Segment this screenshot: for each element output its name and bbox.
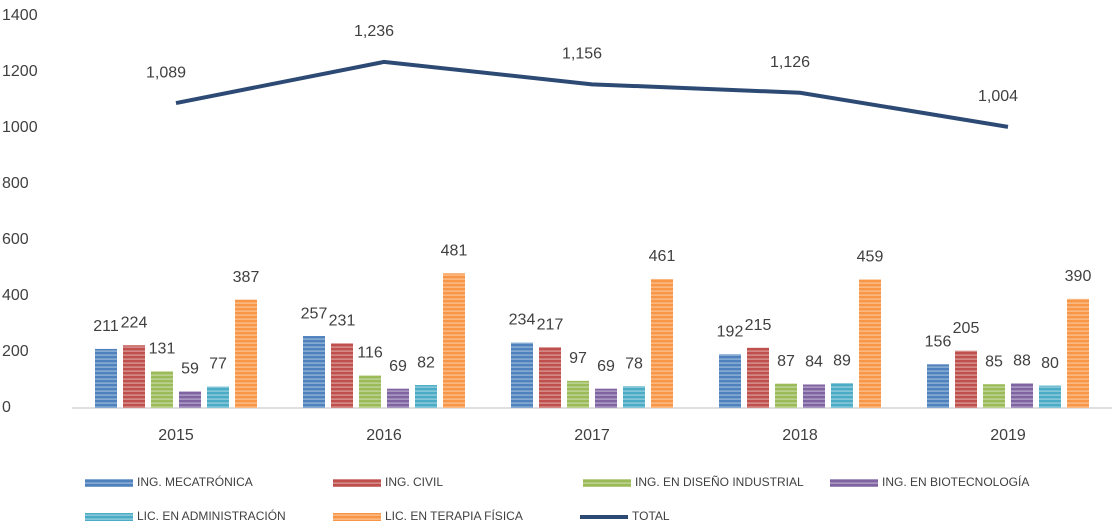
- bar-label: 80: [1041, 355, 1059, 372]
- legend-label: ING. MECATRÓNICA: [137, 474, 253, 489]
- bar-label: 215: [745, 317, 772, 334]
- bar-label: 85: [985, 353, 1003, 370]
- bar: [539, 347, 561, 408]
- legend-swatch: [333, 513, 381, 521]
- y-tick-label: 1200: [2, 63, 38, 80]
- x-tick-label: 2015: [158, 427, 194, 444]
- bar-label: 459: [857, 249, 884, 266]
- bar: [235, 299, 257, 408]
- y-tick-label: 600: [2, 231, 29, 248]
- bar-label: 78: [625, 355, 643, 372]
- line: [175, 59, 1009, 129]
- legend-label: ING. CIVIL: [385, 475, 443, 489]
- bar: [331, 343, 353, 408]
- bar-label: 234: [509, 312, 536, 329]
- bar: [955, 350, 977, 408]
- bar: [651, 278, 673, 408]
- x-tick-label: 2018: [782, 427, 818, 444]
- bar-label: 217: [537, 316, 564, 333]
- bar-label: 481: [441, 243, 468, 260]
- y-tick-label: 800: [2, 175, 29, 192]
- bar-label: 84: [805, 354, 823, 371]
- line-label: 1,089: [146, 64, 186, 81]
- bar: [719, 354, 741, 408]
- line-label: 1,126: [770, 54, 810, 71]
- legend-label: LIC. EN ADMINISTRACIÓN: [137, 508, 286, 523]
- legend-swatch: [333, 479, 381, 487]
- legend-label: LIC. EN TERAPIA FÍSICA: [385, 508, 523, 523]
- bar: [775, 383, 797, 408]
- line-label: 1,156: [562, 46, 602, 63]
- bar: [927, 364, 949, 408]
- bar: [179, 391, 201, 408]
- bar-label: 387: [233, 269, 260, 286]
- bar: [387, 388, 409, 408]
- bar: [359, 375, 381, 408]
- bar: [1011, 383, 1033, 408]
- bar-label: 88: [1013, 353, 1031, 370]
- bar: [511, 342, 533, 408]
- legend-label: TOTAL: [632, 509, 670, 523]
- bar-label: 77: [209, 356, 227, 373]
- bar: [123, 345, 145, 408]
- legend-swatch: [85, 479, 133, 487]
- y-tick-label: 1400: [2, 7, 38, 24]
- bar-label: 59: [181, 361, 199, 378]
- bar: [1039, 385, 1061, 408]
- bar-label: 87: [777, 353, 795, 370]
- bar-label: 461: [649, 248, 676, 265]
- bar-label: 131: [149, 341, 176, 358]
- bar: [831, 383, 853, 408]
- bar: [595, 388, 617, 408]
- y-tick-label: 200: [2, 343, 29, 360]
- bar-label: 257: [301, 305, 328, 322]
- bar-label: 82: [417, 354, 435, 371]
- bar: [95, 348, 117, 408]
- bar: [443, 273, 465, 408]
- bar: [567, 380, 589, 408]
- y-tick-label: 400: [2, 287, 29, 304]
- legend-label: ING. EN BIOTECNOLOGÍA: [882, 474, 1029, 489]
- y-tick-label: 1000: [2, 119, 38, 136]
- bar-label: 116: [357, 345, 383, 362]
- bar-label: 89: [833, 352, 851, 369]
- bar-label: 69: [389, 358, 407, 375]
- legend-swatch: [830, 479, 878, 487]
- x-tick-label: 2016: [366, 427, 402, 444]
- x-tick-label: 2019: [990, 427, 1026, 444]
- bar: [859, 279, 881, 408]
- bar-label: 205: [953, 320, 980, 337]
- bar: [415, 385, 437, 408]
- bar: [747, 347, 769, 408]
- bar-label: 224: [121, 314, 148, 331]
- bar: [803, 384, 825, 408]
- bar-label: 390: [1065, 268, 1092, 285]
- bar: [983, 384, 1005, 408]
- legend-swatch: [85, 513, 133, 521]
- legend-label: ING. EN DISEÑO INDUSTRIAL: [635, 475, 804, 489]
- y-tick-label: 0: [2, 399, 11, 416]
- bar: [303, 336, 325, 408]
- bar-label: 97: [569, 350, 587, 367]
- bar: [151, 371, 173, 408]
- line-label: 1,236: [354, 23, 394, 40]
- line-label: 1,004: [978, 88, 1018, 105]
- bar-label: 192: [717, 323, 744, 340]
- bar-label: 69: [597, 358, 615, 375]
- bar-label: 156: [925, 334, 952, 351]
- legend-swatch: [583, 479, 631, 487]
- bar: [207, 386, 229, 408]
- x-tick-label: 2017: [574, 427, 610, 444]
- bar: [1067, 298, 1089, 408]
- bar: [623, 386, 645, 408]
- bar-label: 211: [93, 318, 119, 335]
- bar-label: 231: [329, 313, 356, 330]
